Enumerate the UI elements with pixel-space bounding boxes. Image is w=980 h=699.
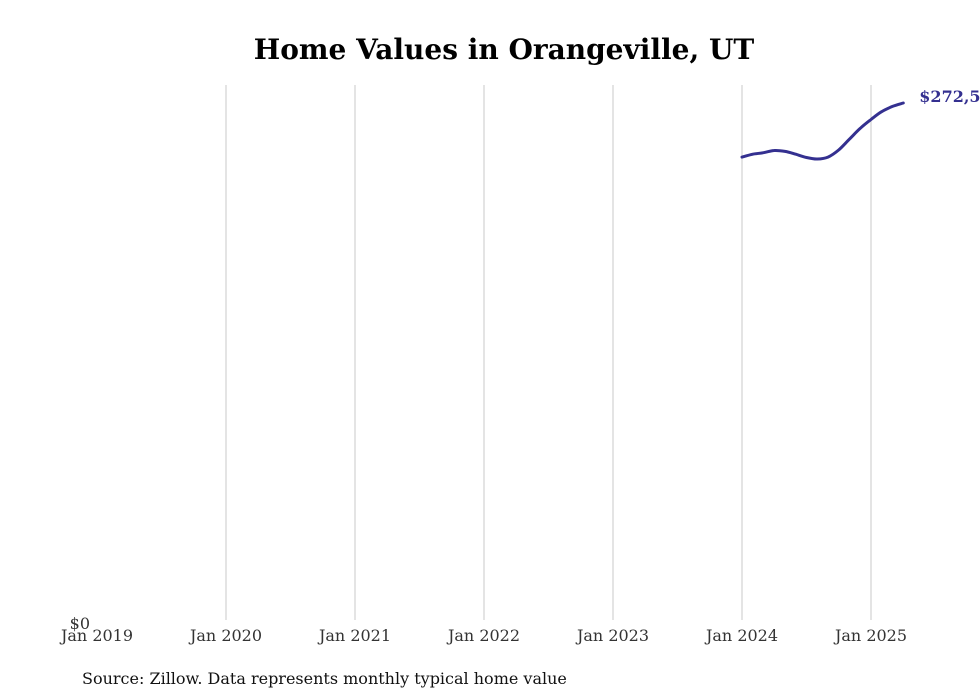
data-point — [751, 153, 754, 156]
data-point — [773, 149, 776, 152]
data-point — [870, 118, 873, 121]
data-point — [816, 158, 819, 161]
x-tick-label: Jan 2022 — [446, 626, 520, 645]
y-tick-label: $0 — [70, 614, 90, 633]
data-point — [837, 148, 840, 151]
x-tick-label: Jan 2025 — [833, 626, 907, 645]
source-note: Source: Zillow. Data represents monthly … — [82, 669, 567, 688]
chart-title: Home Values in Orangeville, UT — [254, 33, 755, 66]
x-tick-label: Jan 2020 — [188, 626, 262, 645]
data-point — [848, 138, 851, 141]
x-tick-label: Jan 2023 — [575, 626, 649, 645]
data-point — [762, 151, 765, 154]
x-tick-label: Jan 2019 — [59, 626, 133, 645]
data-point — [741, 156, 744, 159]
data-point — [880, 110, 883, 113]
series-line — [740, 101, 905, 161]
x-tick-label: Jan 2021 — [317, 626, 391, 645]
data-point — [784, 150, 787, 153]
data-point — [805, 156, 808, 159]
x-tick-label: Jan 2024 — [704, 626, 778, 645]
end-value-label: $272,5 — [919, 87, 980, 106]
gridlines — [225, 85, 872, 620]
data-point — [902, 102, 905, 105]
series-layer: $272,5 — [740, 87, 980, 161]
data-point — [794, 153, 797, 156]
data-point — [891, 105, 894, 108]
data-point — [827, 156, 830, 159]
tick-labels: Jan 2019 Jan 2020 Jan 2021 Jan 2022 Jan 2023… — [59, 614, 907, 645]
data-point — [859, 127, 862, 130]
